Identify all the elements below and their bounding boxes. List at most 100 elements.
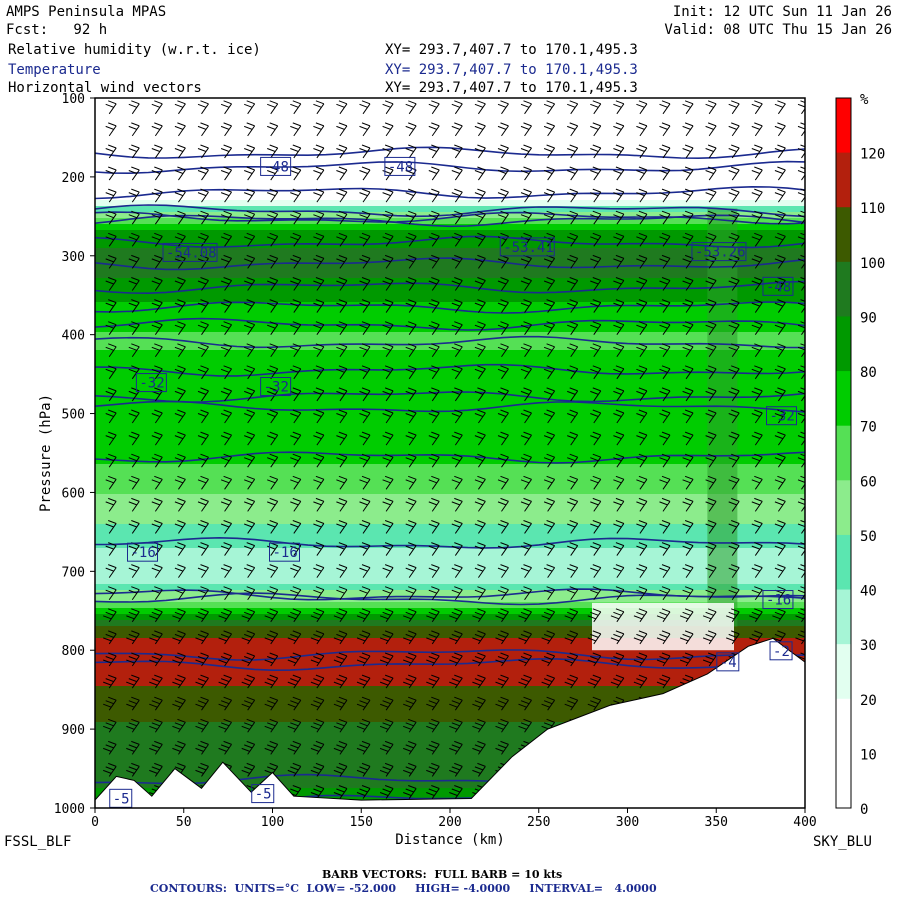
wind-barb [310, 785, 325, 799]
wind-barb [636, 409, 648, 424]
wind-barb [244, 277, 256, 291]
wind-barb [290, 520, 302, 534]
wind-barb [543, 520, 556, 534]
wind-barb [382, 122, 394, 137]
wind-barb [636, 564, 648, 578]
wind-barb [774, 321, 786, 335]
rh-band [95, 608, 805, 615]
wind-barb [474, 475, 486, 490]
wind-barb [520, 122, 532, 137]
wind-barb [197, 144, 209, 159]
wind-barb [382, 188, 394, 203]
wind-barb [149, 718, 163, 733]
wind-barb [679, 652, 694, 667]
wind-barb [590, 409, 602, 424]
wind-barb [636, 254, 648, 269]
wind-barb [382, 586, 394, 601]
contour-label-box [691, 242, 747, 262]
wind-barb [220, 144, 232, 159]
wind-barb [451, 254, 463, 269]
wind-barb [336, 166, 348, 181]
colorbar-label: 30 [860, 638, 877, 654]
wind-barb [495, 674, 509, 689]
wind-barb [543, 210, 556, 225]
colorbar-label: 60 [860, 474, 877, 490]
wind-barb [403, 696, 417, 711]
wind-barb [267, 188, 279, 203]
wind-barb [428, 122, 440, 137]
wind-barb [682, 387, 694, 402]
rh-field [95, 98, 805, 808]
wind-barb [267, 431, 279, 446]
wind-barb [290, 299, 302, 313]
y-axis-title: Pressure (hPa) [38, 394, 54, 512]
wind-barb [174, 100, 186, 115]
rh-band [95, 266, 805, 273]
wind-barb [751, 100, 763, 115]
wind-barb [359, 166, 371, 181]
wind-barb [428, 144, 440, 159]
wind-barb [426, 762, 440, 777]
wind-barb [728, 586, 740, 601]
temperature-contour-line [95, 204, 805, 218]
rh-band [95, 572, 805, 579]
wind-barb [313, 497, 325, 512]
wind-barb [172, 718, 186, 733]
wind-barb [220, 232, 232, 247]
wind-barb [197, 409, 209, 424]
wind-barb [336, 188, 348, 203]
wind-barb [590, 210, 602, 225]
wind-barb [174, 210, 186, 225]
wind-barb [290, 497, 302, 512]
wind-barb [267, 586, 279, 601]
wind-barb [336, 254, 348, 269]
contour-label: -16 [273, 545, 298, 561]
y-tick-label: 500 [62, 408, 85, 423]
wind-barb [564, 696, 579, 711]
wind-barb [174, 277, 186, 291]
colorbar-label: 100 [860, 256, 885, 272]
wind-barb [267, 232, 279, 247]
wind-barb [728, 542, 740, 556]
wind-barb [428, 431, 440, 446]
wind-barb [590, 100, 602, 115]
rh-band [95, 368, 805, 375]
wind-barb [336, 387, 348, 402]
wind-barb [174, 299, 186, 313]
wind-barb [567, 365, 579, 380]
x-tick-label: 350 [705, 815, 728, 830]
wind-barb [543, 321, 556, 335]
wind-barb [520, 299, 532, 313]
temperature-contour-line [95, 280, 805, 295]
wind-barb [636, 586, 648, 601]
wind-barb [451, 210, 463, 225]
wind-barb [218, 674, 232, 689]
wind-barb [497, 343, 509, 358]
wind-barb [197, 299, 209, 313]
wind-barb [244, 453, 256, 468]
rh-band [95, 740, 805, 747]
wind-barb [403, 652, 417, 667]
wind-barb [428, 453, 440, 468]
wind-barb [728, 122, 740, 137]
wind-barb [590, 277, 602, 291]
x-tick-label: 150 [350, 815, 373, 830]
rh-band [95, 518, 805, 525]
wind-barb [244, 210, 256, 225]
wind-barb [382, 365, 394, 380]
wind-barb [220, 188, 232, 203]
wind-barb [244, 100, 256, 115]
wind-barb [151, 144, 163, 159]
wind-barb [151, 497, 163, 512]
wind-barb [751, 144, 763, 159]
wind-barb [451, 542, 463, 556]
wind-barb [659, 210, 671, 225]
wind-barb [172, 674, 186, 689]
wind-barb [287, 718, 302, 733]
wind-barb [287, 652, 302, 667]
wind-barb [356, 652, 371, 667]
wind-barb [290, 254, 302, 269]
wind-barb [220, 277, 232, 291]
wind-barb [682, 542, 694, 556]
wind-barb [610, 630, 625, 645]
